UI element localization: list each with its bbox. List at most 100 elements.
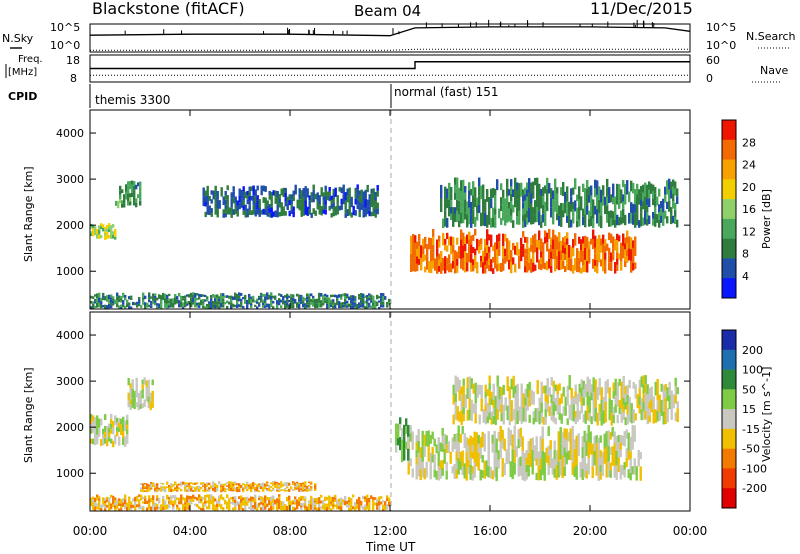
data-cell	[580, 396, 583, 405]
data-cell	[630, 413, 633, 424]
data-cell	[262, 497, 265, 501]
data-cell	[266, 481, 269, 484]
data-cell	[190, 501, 193, 505]
data-cell	[154, 489, 157, 491]
data-cell	[590, 205, 593, 216]
data-cell	[648, 415, 651, 423]
data-cell	[561, 455, 564, 467]
data-cell	[496, 375, 499, 387]
data-cell	[114, 234, 117, 237]
data-cell	[427, 446, 430, 462]
data-cell	[456, 199, 459, 211]
data-cell	[472, 259, 475, 266]
data-cell	[244, 507, 247, 511]
data-cell	[382, 301, 385, 305]
data-cell	[114, 236, 117, 240]
data-cell	[486, 229, 489, 238]
data-cell	[234, 208, 237, 215]
data-cell	[514, 393, 517, 402]
data-cell	[407, 424, 410, 437]
data-cell	[500, 204, 503, 212]
data-cell	[276, 204, 279, 211]
data-cell	[154, 483, 157, 486]
data-cell	[304, 507, 307, 511]
data-cell	[614, 387, 617, 396]
data-cell	[468, 216, 471, 225]
data-cell	[548, 229, 551, 239]
data-cell	[484, 247, 487, 257]
data-cell	[646, 198, 649, 206]
data-cell	[304, 481, 307, 484]
data-cell	[654, 187, 657, 194]
data-cell	[324, 209, 327, 215]
colorbar-swatch	[722, 278, 736, 299]
data-cell	[244, 497, 247, 500]
data-cell	[356, 499, 359, 505]
data-cell	[256, 298, 259, 302]
data-cell	[434, 258, 437, 271]
data-cell	[188, 495, 191, 500]
data-cell	[469, 435, 472, 443]
data-cell	[646, 184, 649, 192]
data-cell	[151, 379, 154, 386]
data-cell	[523, 467, 526, 482]
data-cell	[423, 434, 426, 446]
data-cell	[360, 297, 363, 301]
data-cell	[616, 246, 619, 253]
colorbar-tick: 4	[742, 270, 749, 283]
data-cell	[308, 304, 311, 308]
data-cell	[276, 210, 279, 218]
data-cell	[666, 415, 669, 423]
data-cell	[473, 431, 476, 447]
data-cell	[619, 442, 622, 450]
data-cell	[464, 199, 467, 207]
data-cell	[508, 399, 511, 413]
data-cell	[310, 197, 313, 203]
data-cell	[234, 489, 237, 492]
data-cell	[470, 262, 473, 272]
data-cell	[129, 399, 132, 405]
data-cell	[526, 248, 529, 255]
nsky-label: N.Sky	[2, 32, 34, 45]
data-cell	[116, 499, 119, 505]
data-cell	[534, 207, 537, 215]
data-cell	[486, 237, 489, 245]
data-cell	[541, 463, 544, 476]
data-cell	[450, 187, 453, 194]
data-cell	[358, 294, 361, 297]
data-cell	[112, 231, 115, 235]
data-cell	[146, 489, 149, 493]
data-cell	[370, 202, 373, 208]
data-cell	[332, 303, 335, 307]
data-cell	[512, 189, 515, 197]
data-cell	[258, 505, 261, 508]
data-cell	[318, 497, 321, 501]
data-cell	[492, 415, 495, 424]
data-cell	[526, 266, 529, 273]
data-cell	[437, 437, 440, 452]
data-cell	[460, 180, 463, 191]
data-cell	[619, 449, 622, 458]
data-cell	[458, 200, 461, 208]
data-cell	[612, 211, 615, 219]
data-cell	[314, 500, 317, 503]
data-cell	[548, 248, 551, 259]
data-cell	[131, 192, 134, 197]
data-cell	[500, 263, 503, 272]
data-cell	[465, 451, 468, 467]
data-cell	[676, 188, 679, 197]
data-cell	[618, 184, 621, 193]
data-cell	[304, 193, 307, 201]
data-cell	[222, 213, 225, 218]
colorbar-swatch	[722, 120, 736, 141]
data-cell	[294, 502, 297, 505]
data-cell	[236, 294, 239, 298]
data-cell	[260, 297, 263, 301]
data-cell	[142, 483, 145, 487]
data-cell	[188, 301, 191, 305]
data-cell	[532, 181, 535, 191]
data-cell	[292, 195, 295, 202]
data-cell	[520, 253, 523, 262]
data-cell	[154, 486, 157, 489]
data-cell	[270, 296, 273, 300]
